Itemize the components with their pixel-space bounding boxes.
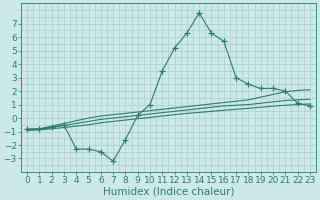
X-axis label: Humidex (Indice chaleur): Humidex (Indice chaleur) — [103, 187, 234, 197]
